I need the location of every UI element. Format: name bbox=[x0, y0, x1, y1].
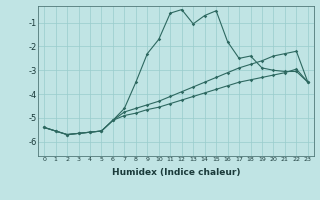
X-axis label: Humidex (Indice chaleur): Humidex (Indice chaleur) bbox=[112, 168, 240, 177]
